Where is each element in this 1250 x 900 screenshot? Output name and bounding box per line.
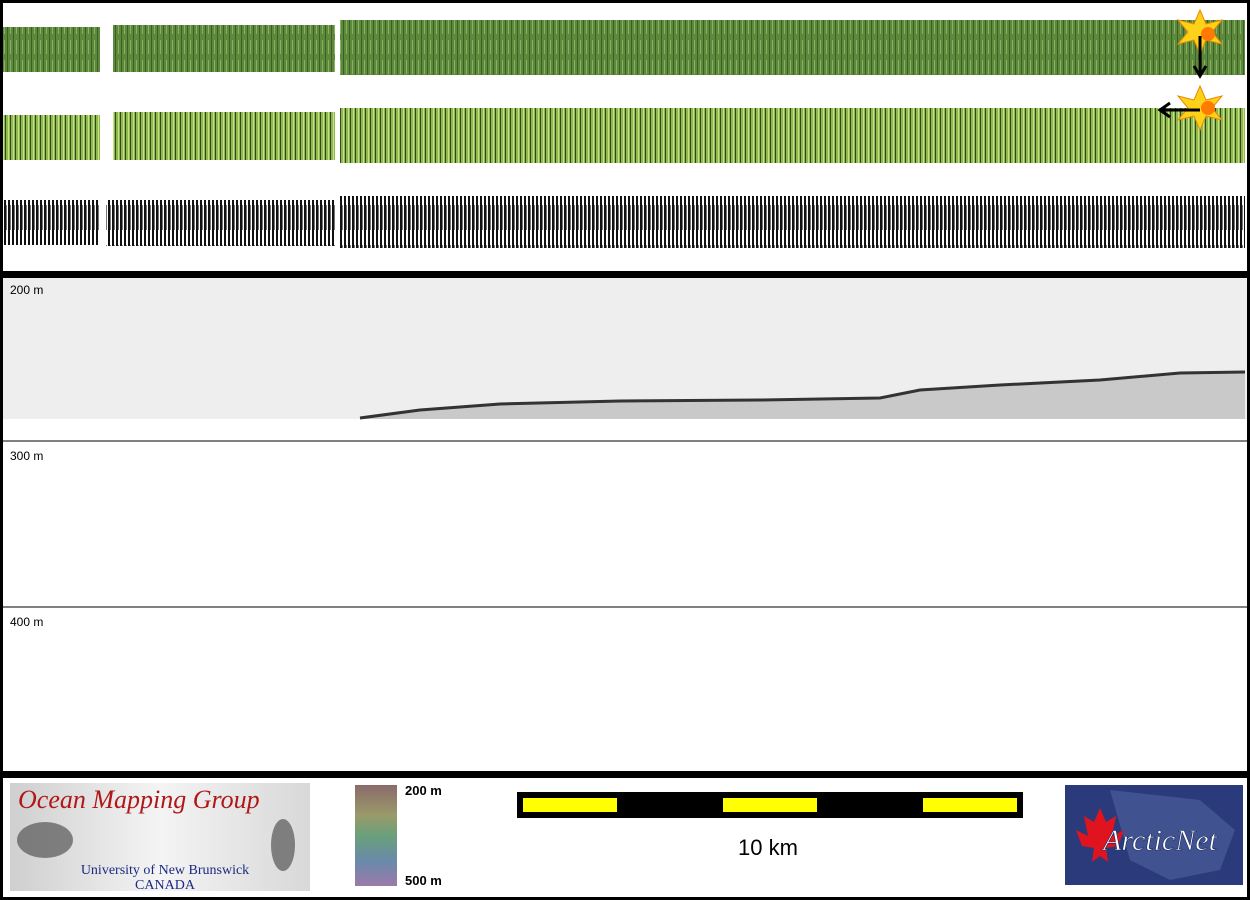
- logo-university: University of New Brunswick: [81, 863, 249, 878]
- depth-label: 300 m: [10, 449, 43, 463]
- logo-country: CANADA: [135, 878, 196, 893]
- depth-label: 400 m: [10, 615, 43, 629]
- colorbar: [355, 785, 397, 886]
- logo-title: Ocean Mapping Group: [18, 785, 260, 814]
- seabed-line: [359, 370, 1246, 420]
- depth-label: 200 m: [10, 283, 43, 297]
- sun-icon: [1176, 8, 1224, 79]
- sun-icon: [1157, 84, 1224, 132]
- swath-strip-1: [3, 20, 1245, 75]
- arcticnet-logo: ArcticNet: [1065, 785, 1243, 885]
- swath-strip-3: [3, 196, 1245, 248]
- omg-logo: Ocean Mapping Group University of New Br…: [10, 783, 310, 893]
- swath-strip-2: [3, 108, 1245, 163]
- scale-bar: [517, 792, 1023, 818]
- seabed-shadow: [360, 372, 1245, 419]
- scale-label: 10 km: [738, 835, 798, 860]
- colorbar-label: 500 m: [405, 873, 442, 888]
- partner-title: ArcticNet: [1101, 824, 1218, 857]
- colorbar-label: 200 m: [405, 783, 442, 798]
